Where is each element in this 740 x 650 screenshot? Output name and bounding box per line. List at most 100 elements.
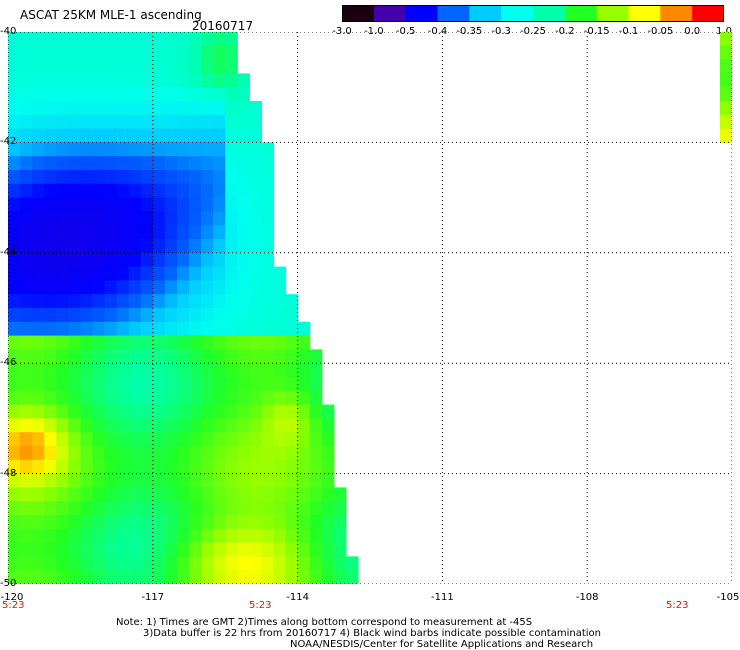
data-cell	[128, 446, 142, 461]
data-cell	[128, 308, 142, 323]
data-cell	[152, 432, 166, 447]
data-cell	[8, 432, 21, 447]
data-cell	[164, 280, 178, 295]
data-cell	[140, 252, 154, 268]
data-cell	[152, 197, 166, 212]
data-cell	[104, 32, 118, 47]
data-cell	[249, 308, 262, 323]
data-cell	[44, 87, 57, 102]
data-cell	[80, 45, 94, 61]
data-cell	[20, 349, 33, 364]
data-cell	[213, 252, 226, 268]
data-cell	[8, 363, 21, 378]
data-cell	[249, 239, 262, 254]
data-cell	[213, 363, 226, 378]
data-cell	[92, 156, 106, 171]
data-cell	[68, 349, 81, 364]
data-cell	[164, 349, 178, 364]
data-cell	[285, 446, 299, 461]
data-cell	[32, 432, 45, 447]
data-cell	[152, 59, 166, 74]
data-cell	[68, 225, 81, 240]
data-cell	[128, 170, 142, 185]
data-cell	[32, 280, 45, 295]
data-cell	[44, 570, 57, 584]
data-cell	[237, 114, 250, 130]
data-cell	[92, 515, 106, 530]
data-cell	[20, 570, 33, 584]
data-cell	[237, 570, 250, 584]
data-cell	[261, 542, 275, 557]
data-cell	[189, 225, 202, 240]
data-cell	[56, 156, 69, 171]
data-cell	[189, 252, 202, 268]
data-cell	[164, 266, 178, 281]
data-cell	[56, 59, 69, 74]
data-cell	[237, 446, 250, 461]
data-cell	[44, 528, 57, 544]
data-cell	[164, 170, 178, 185]
data-cell	[152, 32, 166, 47]
data-cell	[104, 515, 118, 530]
data-cell	[213, 335, 226, 350]
data-cell	[152, 335, 166, 350]
data-cell	[164, 556, 178, 571]
data-cell	[128, 321, 142, 337]
data-cell	[225, 446, 238, 461]
data-cell	[116, 225, 130, 240]
data-cell	[201, 515, 214, 530]
data-cell	[152, 280, 166, 295]
data-cell	[273, 404, 287, 419]
data-cell	[80, 252, 94, 268]
data-cell	[80, 183, 94, 199]
data-cell	[68, 183, 81, 199]
data-cell	[20, 487, 33, 502]
data-cell	[201, 211, 214, 226]
data-cell	[213, 487, 226, 502]
data-cell	[92, 446, 106, 461]
data-cell	[116, 252, 130, 268]
data-cell	[213, 432, 226, 447]
data-cell	[249, 142, 262, 157]
data-cell	[164, 87, 178, 102]
data-cell	[128, 87, 142, 102]
data-cell	[8, 335, 21, 350]
data-cell	[152, 142, 166, 157]
data-cell	[44, 556, 57, 571]
data-cell	[164, 335, 178, 350]
data-cell	[104, 570, 118, 584]
data-cell	[128, 114, 142, 130]
data-cell	[285, 349, 299, 364]
data-cell	[140, 321, 154, 337]
data-cell	[225, 280, 238, 295]
data-cell	[225, 59, 238, 74]
data-cell	[20, 446, 33, 461]
data-cell	[140, 183, 154, 199]
swath-west	[8, 32, 359, 584]
data-cell	[80, 280, 94, 295]
data-cell	[261, 280, 275, 295]
data-cell	[32, 404, 45, 419]
data-cell	[176, 556, 190, 571]
data-cell	[20, 128, 33, 143]
data-cell	[213, 170, 226, 185]
data-cell	[285, 363, 299, 378]
data-cell	[68, 101, 81, 116]
data-cell	[116, 528, 130, 544]
data-cell	[249, 266, 262, 281]
data-cell	[140, 487, 154, 502]
data-cell	[225, 487, 238, 502]
data-cell	[152, 556, 166, 571]
data-cell	[152, 252, 166, 268]
data-cell	[68, 280, 81, 295]
data-cell	[140, 459, 154, 475]
data-cell	[345, 570, 359, 584]
data-cell	[297, 404, 311, 419]
data-cell	[104, 542, 118, 557]
data-cell	[68, 570, 81, 584]
data-cell	[128, 349, 142, 364]
data-cell	[164, 528, 178, 544]
data-cell	[116, 446, 130, 461]
data-cell	[44, 59, 57, 74]
data-cell	[92, 142, 106, 157]
